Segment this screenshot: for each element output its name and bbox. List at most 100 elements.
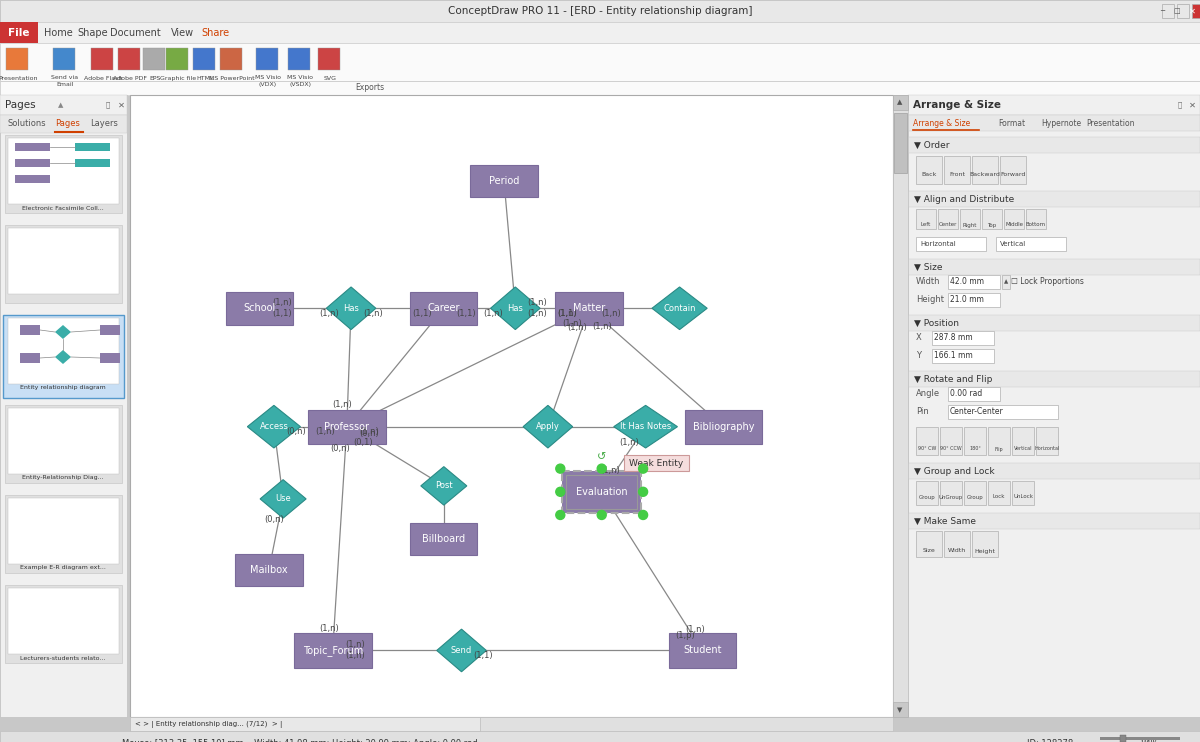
Text: It Has Notes: It Has Notes bbox=[620, 422, 671, 431]
FancyBboxPatch shape bbox=[948, 387, 1000, 401]
Text: (VSDX): (VSDX) bbox=[289, 82, 311, 87]
FancyBboxPatch shape bbox=[1002, 275, 1010, 289]
FancyBboxPatch shape bbox=[938, 209, 958, 229]
Text: Adobe PDF: Adobe PDF bbox=[113, 76, 148, 81]
FancyBboxPatch shape bbox=[5, 135, 122, 213]
Text: Entity-Relationship Diag...: Entity-Relationship Diag... bbox=[22, 476, 104, 481]
FancyBboxPatch shape bbox=[1100, 737, 1180, 740]
Text: ↺: ↺ bbox=[598, 452, 606, 462]
Text: Right: Right bbox=[962, 223, 977, 228]
Text: Solutions: Solutions bbox=[8, 119, 47, 128]
Text: (1,n): (1,n) bbox=[619, 438, 640, 447]
Text: Group: Group bbox=[967, 494, 983, 499]
FancyBboxPatch shape bbox=[566, 475, 637, 509]
Text: Share: Share bbox=[200, 27, 229, 38]
FancyBboxPatch shape bbox=[1026, 209, 1046, 229]
Text: Bibliography: Bibliography bbox=[692, 421, 755, 432]
FancyBboxPatch shape bbox=[960, 209, 980, 229]
FancyBboxPatch shape bbox=[8, 408, 119, 474]
Text: ─: ─ bbox=[1160, 8, 1164, 14]
Text: Exports: Exports bbox=[355, 84, 384, 93]
FancyBboxPatch shape bbox=[130, 95, 893, 717]
FancyBboxPatch shape bbox=[100, 353, 120, 363]
FancyBboxPatch shape bbox=[1000, 156, 1026, 184]
Text: X: X bbox=[916, 333, 922, 343]
Circle shape bbox=[556, 487, 565, 496]
Text: Adobe Flash: Adobe Flash bbox=[84, 76, 122, 81]
FancyBboxPatch shape bbox=[932, 331, 994, 345]
Polygon shape bbox=[523, 405, 572, 448]
Text: (1,1): (1,1) bbox=[412, 309, 432, 318]
FancyBboxPatch shape bbox=[1120, 735, 1126, 742]
FancyBboxPatch shape bbox=[908, 463, 1200, 479]
Text: Weak Entity: Weak Entity bbox=[629, 459, 683, 468]
FancyBboxPatch shape bbox=[410, 292, 478, 324]
Text: 🔒: 🔒 bbox=[106, 102, 110, 108]
Text: (0,n): (0,n) bbox=[359, 429, 379, 438]
FancyBboxPatch shape bbox=[288, 48, 310, 70]
Text: Width: Width bbox=[916, 278, 941, 286]
Text: (1,1): (1,1) bbox=[474, 651, 493, 660]
FancyBboxPatch shape bbox=[0, 22, 1200, 43]
Text: (1,n): (1,n) bbox=[593, 322, 612, 331]
Text: ▼ Position: ▼ Position bbox=[914, 318, 959, 327]
Text: Home: Home bbox=[43, 27, 72, 38]
FancyBboxPatch shape bbox=[1004, 209, 1024, 229]
FancyBboxPatch shape bbox=[908, 95, 1200, 115]
Text: Has: Has bbox=[343, 303, 359, 313]
Text: (1,1): (1,1) bbox=[272, 309, 292, 318]
Text: Matter: Matter bbox=[572, 303, 605, 313]
Polygon shape bbox=[55, 325, 71, 339]
FancyBboxPatch shape bbox=[308, 410, 385, 444]
FancyBboxPatch shape bbox=[318, 48, 340, 70]
Circle shape bbox=[556, 510, 565, 519]
FancyBboxPatch shape bbox=[130, 717, 893, 731]
Text: (1,n): (1,n) bbox=[319, 624, 338, 633]
Text: (1,n): (1,n) bbox=[314, 427, 335, 436]
Text: Back: Back bbox=[922, 172, 937, 177]
Text: Career: Career bbox=[427, 303, 460, 313]
Text: School: School bbox=[244, 303, 276, 313]
FancyBboxPatch shape bbox=[940, 481, 962, 505]
FancyBboxPatch shape bbox=[143, 48, 166, 70]
FancyBboxPatch shape bbox=[100, 325, 120, 335]
Text: ▼ Make Same: ▼ Make Same bbox=[914, 516, 976, 525]
FancyBboxPatch shape bbox=[294, 633, 372, 668]
Text: Flip: Flip bbox=[995, 447, 1003, 451]
FancyBboxPatch shape bbox=[5, 495, 122, 573]
FancyBboxPatch shape bbox=[893, 95, 908, 110]
Text: Arrange & Size: Arrange & Size bbox=[913, 100, 1001, 110]
FancyBboxPatch shape bbox=[5, 405, 122, 483]
FancyBboxPatch shape bbox=[20, 353, 40, 363]
Text: Has: Has bbox=[508, 303, 523, 313]
Text: Center: Center bbox=[938, 223, 958, 228]
Text: Evaluation: Evaluation bbox=[576, 487, 628, 497]
Text: 90° CW: 90° CW bbox=[918, 447, 936, 451]
FancyBboxPatch shape bbox=[916, 481, 938, 505]
Polygon shape bbox=[421, 467, 467, 505]
FancyBboxPatch shape bbox=[972, 531, 998, 557]
Text: Use: Use bbox=[275, 494, 290, 503]
Text: Size: Size bbox=[923, 548, 935, 554]
FancyBboxPatch shape bbox=[563, 470, 641, 513]
Text: Angle: Angle bbox=[916, 390, 940, 398]
Polygon shape bbox=[260, 479, 306, 518]
Polygon shape bbox=[613, 405, 678, 448]
Text: Post: Post bbox=[436, 482, 452, 490]
Text: < > | Entity relationship diag... (7/12)  > |: < > | Entity relationship diag... (7/12)… bbox=[134, 720, 282, 727]
Circle shape bbox=[556, 464, 565, 473]
Text: Mailbox: Mailbox bbox=[250, 565, 288, 575]
Text: Center-Center: Center-Center bbox=[950, 407, 1003, 416]
FancyBboxPatch shape bbox=[20, 325, 40, 335]
Text: Top: Top bbox=[988, 223, 997, 228]
Text: Example E-R diagram ext...: Example E-R diagram ext... bbox=[20, 565, 106, 571]
FancyBboxPatch shape bbox=[8, 498, 119, 564]
Text: 21.0 mm: 21.0 mm bbox=[950, 295, 984, 304]
Text: Bottom: Bottom bbox=[1026, 223, 1046, 228]
Text: Horizontal: Horizontal bbox=[1034, 447, 1060, 451]
FancyBboxPatch shape bbox=[908, 371, 1200, 387]
FancyBboxPatch shape bbox=[668, 633, 736, 668]
Text: View: View bbox=[170, 27, 193, 38]
FancyBboxPatch shape bbox=[908, 315, 1200, 331]
FancyBboxPatch shape bbox=[944, 531, 970, 557]
